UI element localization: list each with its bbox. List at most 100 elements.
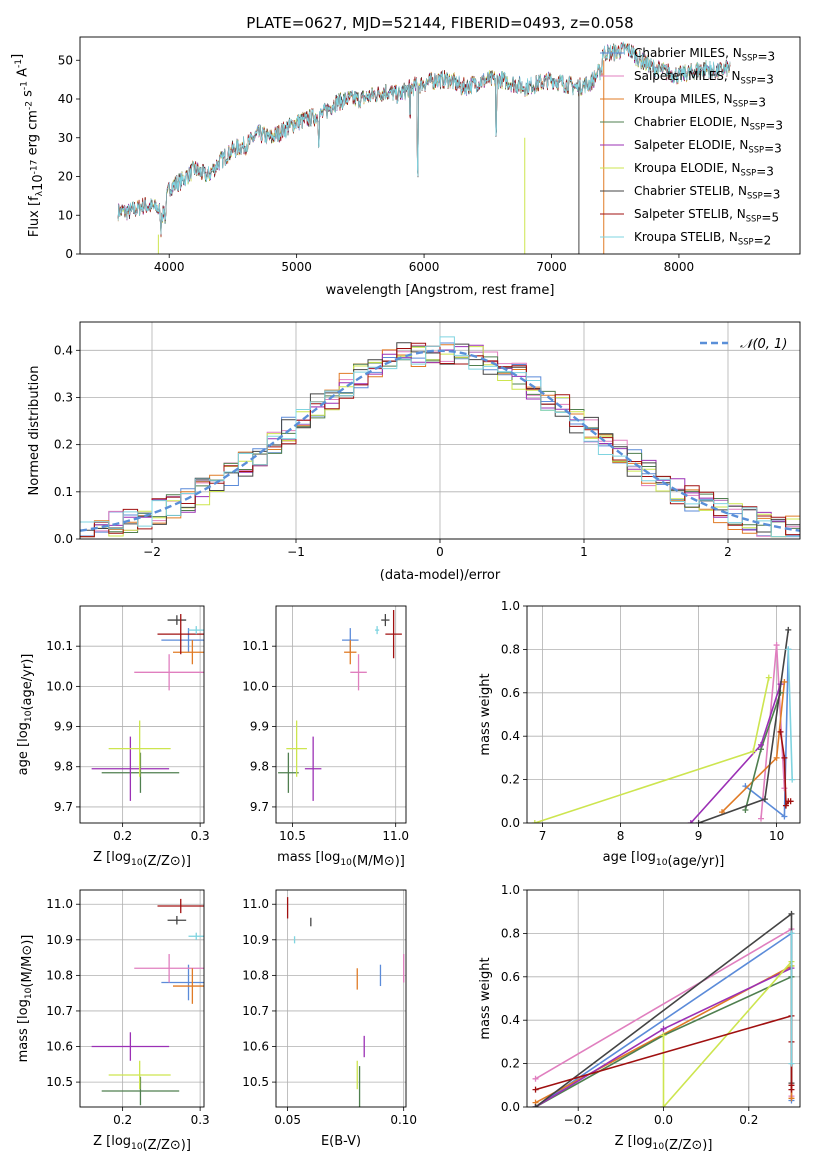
- weight-point-marker: [660, 1025, 667, 1032]
- y-tick-label: 11.0: [46, 897, 73, 911]
- weight-point-marker: [695, 820, 702, 823]
- weight-point-marker: [785, 626, 792, 633]
- y-axis-label: mass weight: [478, 957, 493, 1039]
- y-tick-label: 1.0: [501, 599, 520, 613]
- plot-area: [286, 897, 405, 1107]
- legend-label: Chabrier ELODIE, NSSP=3: [634, 115, 783, 133]
- legend-label: Chabrier MILES, NSSP=3: [634, 46, 775, 64]
- y-tick-label: 0.1: [54, 485, 73, 499]
- weight-point-marker: [781, 813, 788, 820]
- weight-point-marker: [750, 748, 757, 755]
- weight-point-marker: [660, 1032, 667, 1039]
- legend-label: Salpeter ELODIE, NSSP=3: [634, 138, 782, 156]
- panel-spectrum: 4000 5000 6000 7000 8000 0 10 20 30 40 50 wavelengt…: [10, 36, 801, 298]
- histogram-model-8: [80, 336, 800, 538]
- y-tick-label: 1.0: [501, 883, 520, 897]
- x-tick-label: 0.2: [113, 1113, 132, 1127]
- legend-label: Kroupa STELIB, NSSP=2: [634, 230, 771, 248]
- y-tick-label: 9.8: [250, 760, 269, 774]
- axes-frame: [79, 36, 801, 255]
- x-tick-label: −2: [143, 545, 161, 559]
- y-tick-label: 10.8: [46, 968, 73, 982]
- x-tick-label: 8000: [664, 260, 695, 274]
- weight-point-marker: [773, 754, 780, 761]
- legend-label: Kroupa MILES, NSSP=3: [634, 92, 766, 110]
- weight-point-marker: [758, 815, 764, 822]
- weight-point-marker: [788, 1086, 795, 1093]
- x-tick-label: 10: [769, 829, 784, 843]
- x-axis-label: (data-model)/error: [380, 568, 501, 583]
- gaussian-curve: [80, 349, 800, 532]
- y-tick-label: 0: [65, 247, 73, 261]
- x-tick-label: 8: [617, 829, 625, 843]
- weight-point-marker: [531, 820, 538, 823]
- panel-residuals: −2 −1 0 1 2 0.0 0.1 0.2 0.3 0.4 𝒩(0, 1) (data-model…: [27, 321, 801, 583]
- y-tick-label: 9.8: [54, 760, 73, 774]
- plot-area: [531, 626, 796, 823]
- x-tick-label: 0.2: [739, 1113, 758, 1127]
- weight-point-marker: [789, 776, 796, 783]
- weight-point-marker: [788, 1060, 795, 1067]
- panel-age-vs-Z: 0.2 0.3 9.7 9.8 9.9 10.0 10.1 Z [log10(Z/Z⊙)] ag…: [16, 605, 210, 869]
- panel-mass-vs-EBV: 0.05 0.10 10.5 10.6 10.7 10.8 10.9 11.0 E(B-V): [242, 889, 417, 1149]
- x-axis-label: wavelength [Angstrom, rest frame]: [326, 283, 555, 298]
- y-axis-label: mass weight: [478, 673, 493, 755]
- y-tick-label: 0.2: [501, 773, 520, 787]
- figure-title: PLATE=0627, MJD=52144, FIBERID=0493, z=0…: [246, 14, 633, 32]
- spectrum-model-8: [117, 40, 731, 235]
- x-tick-label: 5000: [281, 260, 312, 274]
- legend-label: Salpeter STELIB, NSSP=5: [634, 207, 779, 225]
- weight-point-marker: [761, 796, 768, 803]
- legend-label: Chabrier STELIB, NSSP=3: [634, 184, 780, 202]
- legend-label: 𝒩(0, 1): [740, 337, 787, 352]
- weight-point-marker: [660, 1104, 667, 1107]
- axes-frame: [79, 889, 205, 1108]
- y-tick-label: 0.2: [501, 1057, 520, 1071]
- x-tick-label: 0.3: [191, 829, 210, 843]
- plot-area: [117, 40, 731, 254]
- x-tick-label: 0.2: [113, 829, 132, 843]
- weight-point-marker: [777, 728, 784, 735]
- x-axis-label: E(B-V): [321, 1134, 361, 1149]
- x-tick-label: 1: [580, 545, 588, 559]
- weight-point-marker: [773, 642, 780, 649]
- axes-frame: [275, 605, 407, 824]
- y-tick-label: 9.7: [250, 800, 269, 814]
- x-tick-label: 11.0: [382, 829, 409, 843]
- x-tick-label: 10.5: [279, 829, 306, 843]
- x-tick-label: 0: [436, 545, 444, 559]
- y-tick-label: 10.0: [242, 679, 269, 693]
- x-tick-label: 2: [724, 545, 732, 559]
- y-tick-label: 0.0: [501, 1100, 520, 1114]
- y-tick-label: 10.5: [46, 1075, 73, 1089]
- histogram-model-7: [80, 342, 800, 538]
- weight-point-marker: [765, 674, 772, 681]
- weight-point-marker: [781, 785, 788, 792]
- weight-point-marker: [782, 802, 789, 809]
- weight-point-marker: [532, 1086, 539, 1093]
- weight-line-model-8: [787, 649, 793, 780]
- y-tick-label: 0.8: [501, 926, 520, 940]
- y-tick-label: 10.5: [242, 1075, 269, 1089]
- legend-label: Kroupa ELODIE, NSSP=3: [634, 161, 774, 179]
- y-tick-label: 0.4: [54, 343, 73, 357]
- y-tick-label: 9.9: [250, 720, 269, 734]
- y-tick-label: 10.7: [46, 1004, 73, 1018]
- y-tick-label: 0.6: [501, 686, 520, 700]
- y-tick-label: 10.0: [46, 679, 73, 693]
- panel-age-vs-mass: 10.5 11.0 9.7 9.8 9.9 10.0 10.1 mass [log10(M/M…: [242, 605, 409, 869]
- x-axis-label: mass [log10(M/M⊙)]: [277, 850, 405, 869]
- y-tick-label: 0.0: [501, 816, 520, 830]
- weight-point-marker: [532, 1104, 539, 1107]
- y-axis-label: mass [log10(M/M⊙)]: [16, 935, 35, 1063]
- weight-point-marker: [788, 910, 795, 917]
- y-tick-label: 0.4: [501, 1013, 520, 1027]
- y-tick-label: 10.6: [46, 1040, 73, 1054]
- x-tick-label: 6000: [409, 260, 440, 274]
- x-tick-label: 7000: [536, 260, 567, 274]
- axes-frame: [526, 605, 801, 824]
- y-tick-label: 10.9: [242, 933, 269, 947]
- axes-frame: [79, 605, 205, 824]
- panel-weight-vs-age: 7 8 9 10 0.0 0.2 0.4 0.6 0.8 1.0 age [log10(age/yr…: [478, 599, 801, 869]
